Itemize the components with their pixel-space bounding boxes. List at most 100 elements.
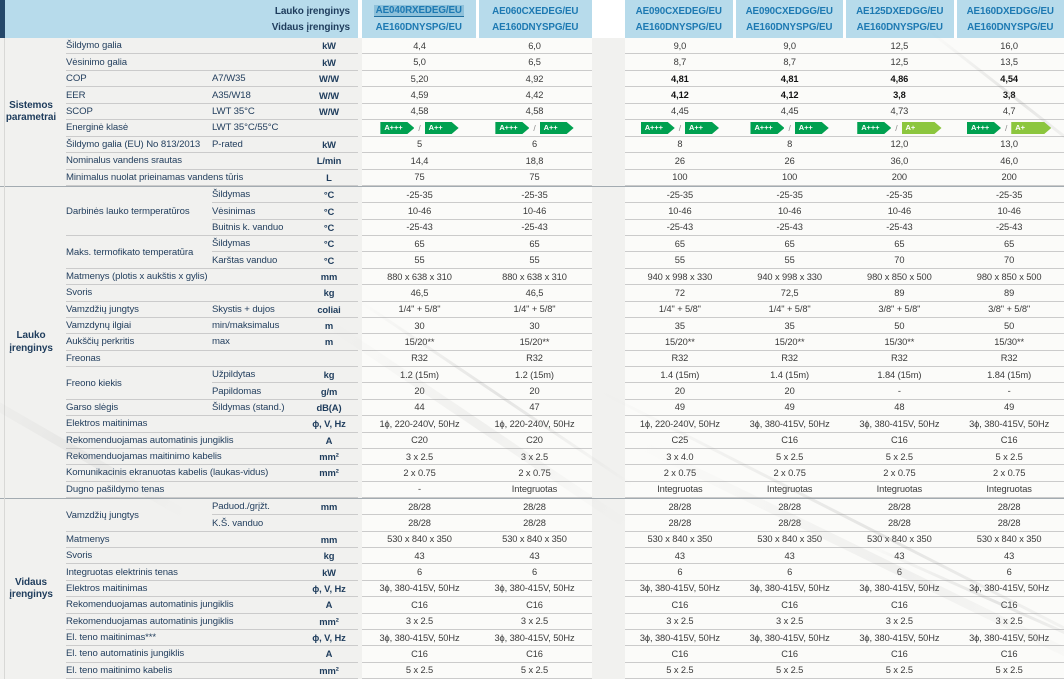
row-label: Integruotas elektrinis tenas xyxy=(66,564,212,581)
row-sublabel xyxy=(212,38,300,55)
cell-value: C16 xyxy=(362,646,477,663)
block-gap xyxy=(592,581,625,597)
cell-value: R32 xyxy=(844,350,955,368)
cell-value: Integruotas xyxy=(844,481,955,498)
table-row: Matmenys mm 530 x 840 x 350 530 x 840 x 350… xyxy=(62,531,1064,549)
row-sublabel: Šildymas xyxy=(212,236,300,253)
row-label: Maks. termofikato temperatūra xyxy=(66,236,212,258)
table-row: El. teno maitinimo kabelis mm² 5 x 2.5 5 x … xyxy=(62,662,1064,679)
cell-value: 3 x 2.5 xyxy=(734,613,845,630)
cell-value: 8 xyxy=(625,136,735,154)
cell-value: 10-46 xyxy=(954,203,1064,220)
badge-separator: / xyxy=(678,122,681,133)
row-label: Rekomenduojamas maitinimo kabelis xyxy=(66,449,222,466)
cell-value: 15/30** xyxy=(954,334,1064,351)
outdoor-model: AE060CXEDEG/EU xyxy=(492,5,579,17)
cell-value: R32 xyxy=(362,350,477,368)
cell-value: 10-46 xyxy=(362,203,477,220)
cell-value: 1.2 (15m) xyxy=(477,367,592,384)
row-sublabel: Šildymas xyxy=(212,187,300,204)
cell-value: 5 x 2.5 xyxy=(844,448,955,466)
cell-value: - xyxy=(844,383,955,400)
row-unit: mm xyxy=(300,499,358,516)
header-block-gap xyxy=(592,0,625,38)
cell-value: C25 xyxy=(625,432,735,449)
row-unit: °C xyxy=(300,203,358,220)
cell-value: 12,0 xyxy=(844,136,955,154)
cell-value: C20 xyxy=(362,432,477,449)
table-row: El. teno automatinis jungiklis A C16 C16 C16… xyxy=(62,646,1064,663)
cell-value: 10-46 xyxy=(844,203,955,220)
indoor-unit-header-label: Vidaus įrenginys xyxy=(271,21,350,33)
cell-value: 26 xyxy=(734,153,845,170)
cell-value: 43 xyxy=(477,548,592,565)
cell-value: 10-46 xyxy=(734,203,845,220)
cell-value: 49 xyxy=(954,399,1064,417)
table-row: Elektros maitinimas ϕ, V, Hz 1ϕ, 220-240V,… xyxy=(62,416,1064,433)
cell-value: 6 xyxy=(362,564,477,581)
block-gap xyxy=(592,269,625,285)
cell-value: 49 xyxy=(625,399,735,417)
row-label: El. teno maitinimo kabelis xyxy=(66,663,212,679)
cell-value: 65 xyxy=(844,236,955,253)
model-column-header: AE060CXEDEG/EU AE160DNYSPG/EU xyxy=(478,0,592,38)
row-unit: L xyxy=(300,170,358,186)
outdoor-model-selected[interactable]: AE040RXEDEG/EU xyxy=(373,5,464,18)
row-sublabel: Skystis + dujos xyxy=(212,302,300,318)
cell-value: 46,5 xyxy=(362,285,477,302)
table-row: Rekomenduojamas automatinis jungiklis A C1… xyxy=(62,597,1064,614)
cell-value: C16 xyxy=(734,597,845,614)
row-unit: ϕ, V, Hz xyxy=(300,630,358,647)
block-gap xyxy=(592,367,625,383)
cell-value: 6 xyxy=(625,564,735,581)
row-sublabel: Šildymas (stand.) xyxy=(212,400,300,417)
block-gap xyxy=(592,532,625,548)
table-row: Rekomenduojamas automatinis jungiklis A C2… xyxy=(62,432,1064,449)
row-label: Aukščių perkritis xyxy=(66,334,212,351)
cell-value: 4,7 xyxy=(954,103,1064,121)
table-row: EER A35/W18 W/W 4,59 4,42 4,12 4,12 3,8 3,8 xyxy=(62,87,1064,104)
cell-value: -25-43 xyxy=(844,219,955,237)
energy-class-badge: A+++ xyxy=(380,122,414,134)
cell-value: -25-43 xyxy=(362,219,477,237)
cell-value: - xyxy=(362,481,477,498)
row-unit: g/m xyxy=(300,383,358,400)
cell-value: 3ϕ, 380-415V, 50Hz xyxy=(954,629,1064,647)
cell-value: 940 x 998 x 330 xyxy=(625,268,735,286)
row-label: Vamzdžių jungtys xyxy=(66,499,212,521)
row-label: Garso slėgis xyxy=(66,400,212,417)
cell-value: 3ϕ, 380-415V, 50Hz xyxy=(954,580,1064,598)
cell-value: 47 xyxy=(477,399,592,417)
outdoor-model: AE090CXEDEG/EU xyxy=(635,5,722,17)
cell-value: 4,92 xyxy=(477,70,592,88)
cell-value: 200 xyxy=(844,169,955,186)
cell-value: 3ϕ, 380-415V, 50Hz xyxy=(844,416,955,433)
cell-value: 9,0 xyxy=(625,38,735,55)
energy-class-pair: A+++ / A++ xyxy=(380,122,458,134)
energy-class-badge: A+++ xyxy=(857,122,891,134)
row-unit: kW xyxy=(300,54,358,71)
model-column-header: AE160DXEDGG/EU AE160DNYSPG/EU xyxy=(956,0,1064,38)
table-body: Sistemos parametrai Šildymo galia kW 4,4 6,0… xyxy=(0,38,1064,679)
cell-value: 2 x 0.75 xyxy=(844,465,955,482)
cell-value: 5 x 2.5 xyxy=(734,448,845,466)
cell-value: 100 xyxy=(625,169,735,186)
indoor-model: AE160DNYSPG/EU xyxy=(967,21,1054,33)
row-sublabel xyxy=(212,482,300,498)
row-sublabel xyxy=(212,532,300,549)
cell-value: 3ϕ, 380-415V, 50Hz xyxy=(954,416,1064,433)
table-section: Vidaus įrenginys Vamzdžių jungtys Paduod./… xyxy=(0,498,1064,679)
indoor-model: AE160DNYSPG/EU xyxy=(856,21,943,33)
table-row: Energinė klasė LWT 35°C/55°C A+++ / A++ A+++ /… xyxy=(62,120,1064,137)
cell-value: 44 xyxy=(362,399,477,417)
cell-value: 15/20** xyxy=(625,334,735,351)
cell-value: 940 x 998 x 330 xyxy=(734,268,845,286)
row-sublabel xyxy=(212,630,300,647)
cell-value: 72 xyxy=(625,285,735,302)
row-unit: °C xyxy=(300,187,358,204)
header-corner-strip xyxy=(0,0,5,38)
cell-value: 4,45 xyxy=(734,103,845,121)
cell-value: -25-35 xyxy=(734,187,845,204)
row-sublabel: min/maksimalus xyxy=(212,318,300,335)
block-gap xyxy=(592,104,625,120)
